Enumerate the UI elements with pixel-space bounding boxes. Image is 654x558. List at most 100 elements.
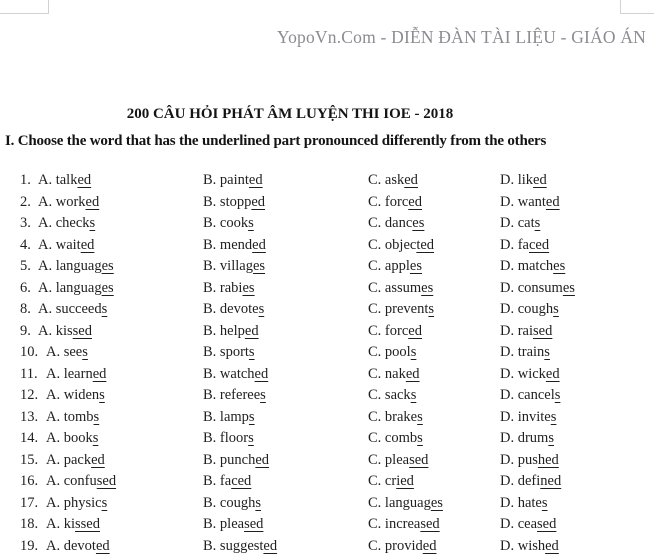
question-number: 17.: [20, 494, 39, 511]
option-d: D. invites: [500, 407, 556, 427]
question-row: 16. A. confused B. faced C. cried D. defined: [0, 471, 654, 493]
option-b: B. floors: [203, 428, 254, 448]
option-c: C. pleased: [368, 450, 428, 470]
question-number: 16.: [20, 473, 39, 489]
underlined-part: es: [101, 279, 114, 296]
option-word: B. cough: [203, 494, 256, 511]
underlined-part: ed: [92, 365, 107, 382]
table-corner-right: [620, 0, 654, 14]
question-row: 4. A. waited B. mended C. objected D. faced: [0, 235, 654, 257]
underlined-part: ed: [408, 322, 422, 339]
question-row: 14. A. books B. floors C. combs D. drums: [0, 428, 654, 450]
question-row: 1. A. talked B. painted C. asked D. liked: [0, 170, 654, 192]
question-row: 6. A. languages B. rabies C. assumes D. cons…: [0, 278, 654, 300]
option-c: C. languages: [368, 493, 443, 513]
underlined-part: ed: [252, 236, 266, 253]
option-word: B. punch: [203, 451, 256, 468]
option-c: C. objected: [368, 235, 434, 255]
option-word: D. want: [500, 193, 546, 210]
option-d: D. coughs: [500, 299, 559, 319]
underlined-part: s: [101, 494, 108, 511]
option-a: A. devoted: [46, 536, 110, 556]
option-d: D. wicked: [500, 364, 560, 384]
option-d: D. faced: [500, 235, 549, 255]
option-a: A. physics: [46, 493, 107, 513]
option-word: A. ki: [46, 516, 75, 532]
question-row: 19. A. devoted B. suggested C. provided D. w…: [0, 536, 654, 558]
question-row: 8. A. succeeds B. devotes C. prevents D. cou…: [0, 299, 654, 321]
option-word: C. objec: [368, 236, 417, 253]
option-word: D. wish: [500, 537, 546, 554]
option-b: B. sports: [203, 342, 255, 362]
option-word: A. kis: [38, 322, 73, 339]
underlined-part: es: [412, 215, 425, 231]
question-row: 12. A. widens B. referees C. sacks D. cancel…: [0, 385, 654, 407]
option-word: B. stopp: [203, 193, 252, 210]
underlined-part: s: [248, 215, 254, 231]
option-word: D. hate: [500, 494, 542, 511]
option-c: C. increased: [368, 514, 440, 534]
option-a: A. checks: [38, 213, 95, 233]
option-d: D. consumes: [500, 278, 575, 298]
table-corner-left: [0, 0, 49, 14]
underlined-part: es: [421, 279, 434, 296]
option-word: C. nak: [368, 365, 406, 382]
option-d: D. cancels: [500, 385, 560, 405]
option-word: A. widen: [46, 387, 100, 403]
underlined-part: es: [409, 258, 422, 274]
question-row: 2. A. worked B. stopped C. forced D. wanted: [0, 192, 654, 214]
underlined-part: sed: [420, 516, 440, 532]
option-d: D. trains: [500, 342, 550, 362]
underlined-part: ed: [255, 451, 270, 468]
option-word: D. cancel: [500, 387, 555, 403]
underlined-part: sed: [96, 473, 117, 489]
question-row: 11. A. learned B. watched C. naked D. wicked: [0, 364, 654, 386]
option-word: C. sack: [368, 387, 411, 403]
option-a: A. widens: [46, 385, 105, 405]
option-a: A. waited: [38, 235, 94, 255]
option-word: C. brake: [368, 408, 418, 425]
option-word: D. match: [500, 258, 554, 274]
underlined-part: ed: [545, 193, 560, 210]
option-word: A. languag: [38, 258, 102, 274]
underlined-part: s: [255, 494, 262, 511]
option-word: C. prevent: [368, 301, 429, 317]
option-word: A. learn: [46, 365, 93, 382]
option-word: D. cough: [500, 301, 554, 317]
underlined-part: s: [89, 215, 96, 231]
option-c: C. provided: [368, 536, 436, 556]
underlined-part: ed: [545, 365, 560, 382]
option-word: B. floor: [203, 430, 249, 446]
option-d: D. hates: [500, 493, 548, 513]
option-b: B. rabies: [203, 278, 255, 298]
option-c: C. assumes: [368, 278, 433, 298]
option-word: B. mend: [203, 236, 253, 253]
underlined-part: es: [252, 258, 266, 274]
option-word: D. lik: [500, 172, 534, 188]
option-b: B. lamps: [203, 407, 255, 427]
option-a: A. talked: [38, 170, 91, 190]
option-word: B. help: [203, 322, 245, 339]
option-a: A. languages: [38, 278, 114, 298]
option-word: C. pool: [368, 344, 411, 360]
underlined-part: s: [258, 301, 265, 317]
option-word: B. lamp: [203, 408, 249, 425]
underlined-part: s: [554, 387, 561, 403]
option-d: D. ceased: [500, 514, 556, 534]
option-word: B. sport: [203, 344, 249, 360]
underlined-part: ced: [231, 473, 252, 489]
option-word: C. languag: [368, 494, 431, 511]
option-b: B. cooks: [203, 213, 254, 233]
underlined-part: s: [541, 494, 548, 511]
underlined-part: s: [548, 430, 554, 446]
option-word: C. cr: [368, 473, 397, 489]
underlined-part: es: [562, 279, 575, 296]
option-word: B. villag: [203, 258, 253, 274]
underlined-part: ed: [408, 193, 422, 210]
option-a: A. worked: [38, 192, 99, 212]
underlined-part: s: [417, 430, 423, 446]
question-number: 10.: [20, 344, 39, 360]
question-number: 4.: [20, 236, 31, 253]
option-word: D. train: [500, 344, 545, 360]
option-word: A. physic: [46, 494, 102, 511]
